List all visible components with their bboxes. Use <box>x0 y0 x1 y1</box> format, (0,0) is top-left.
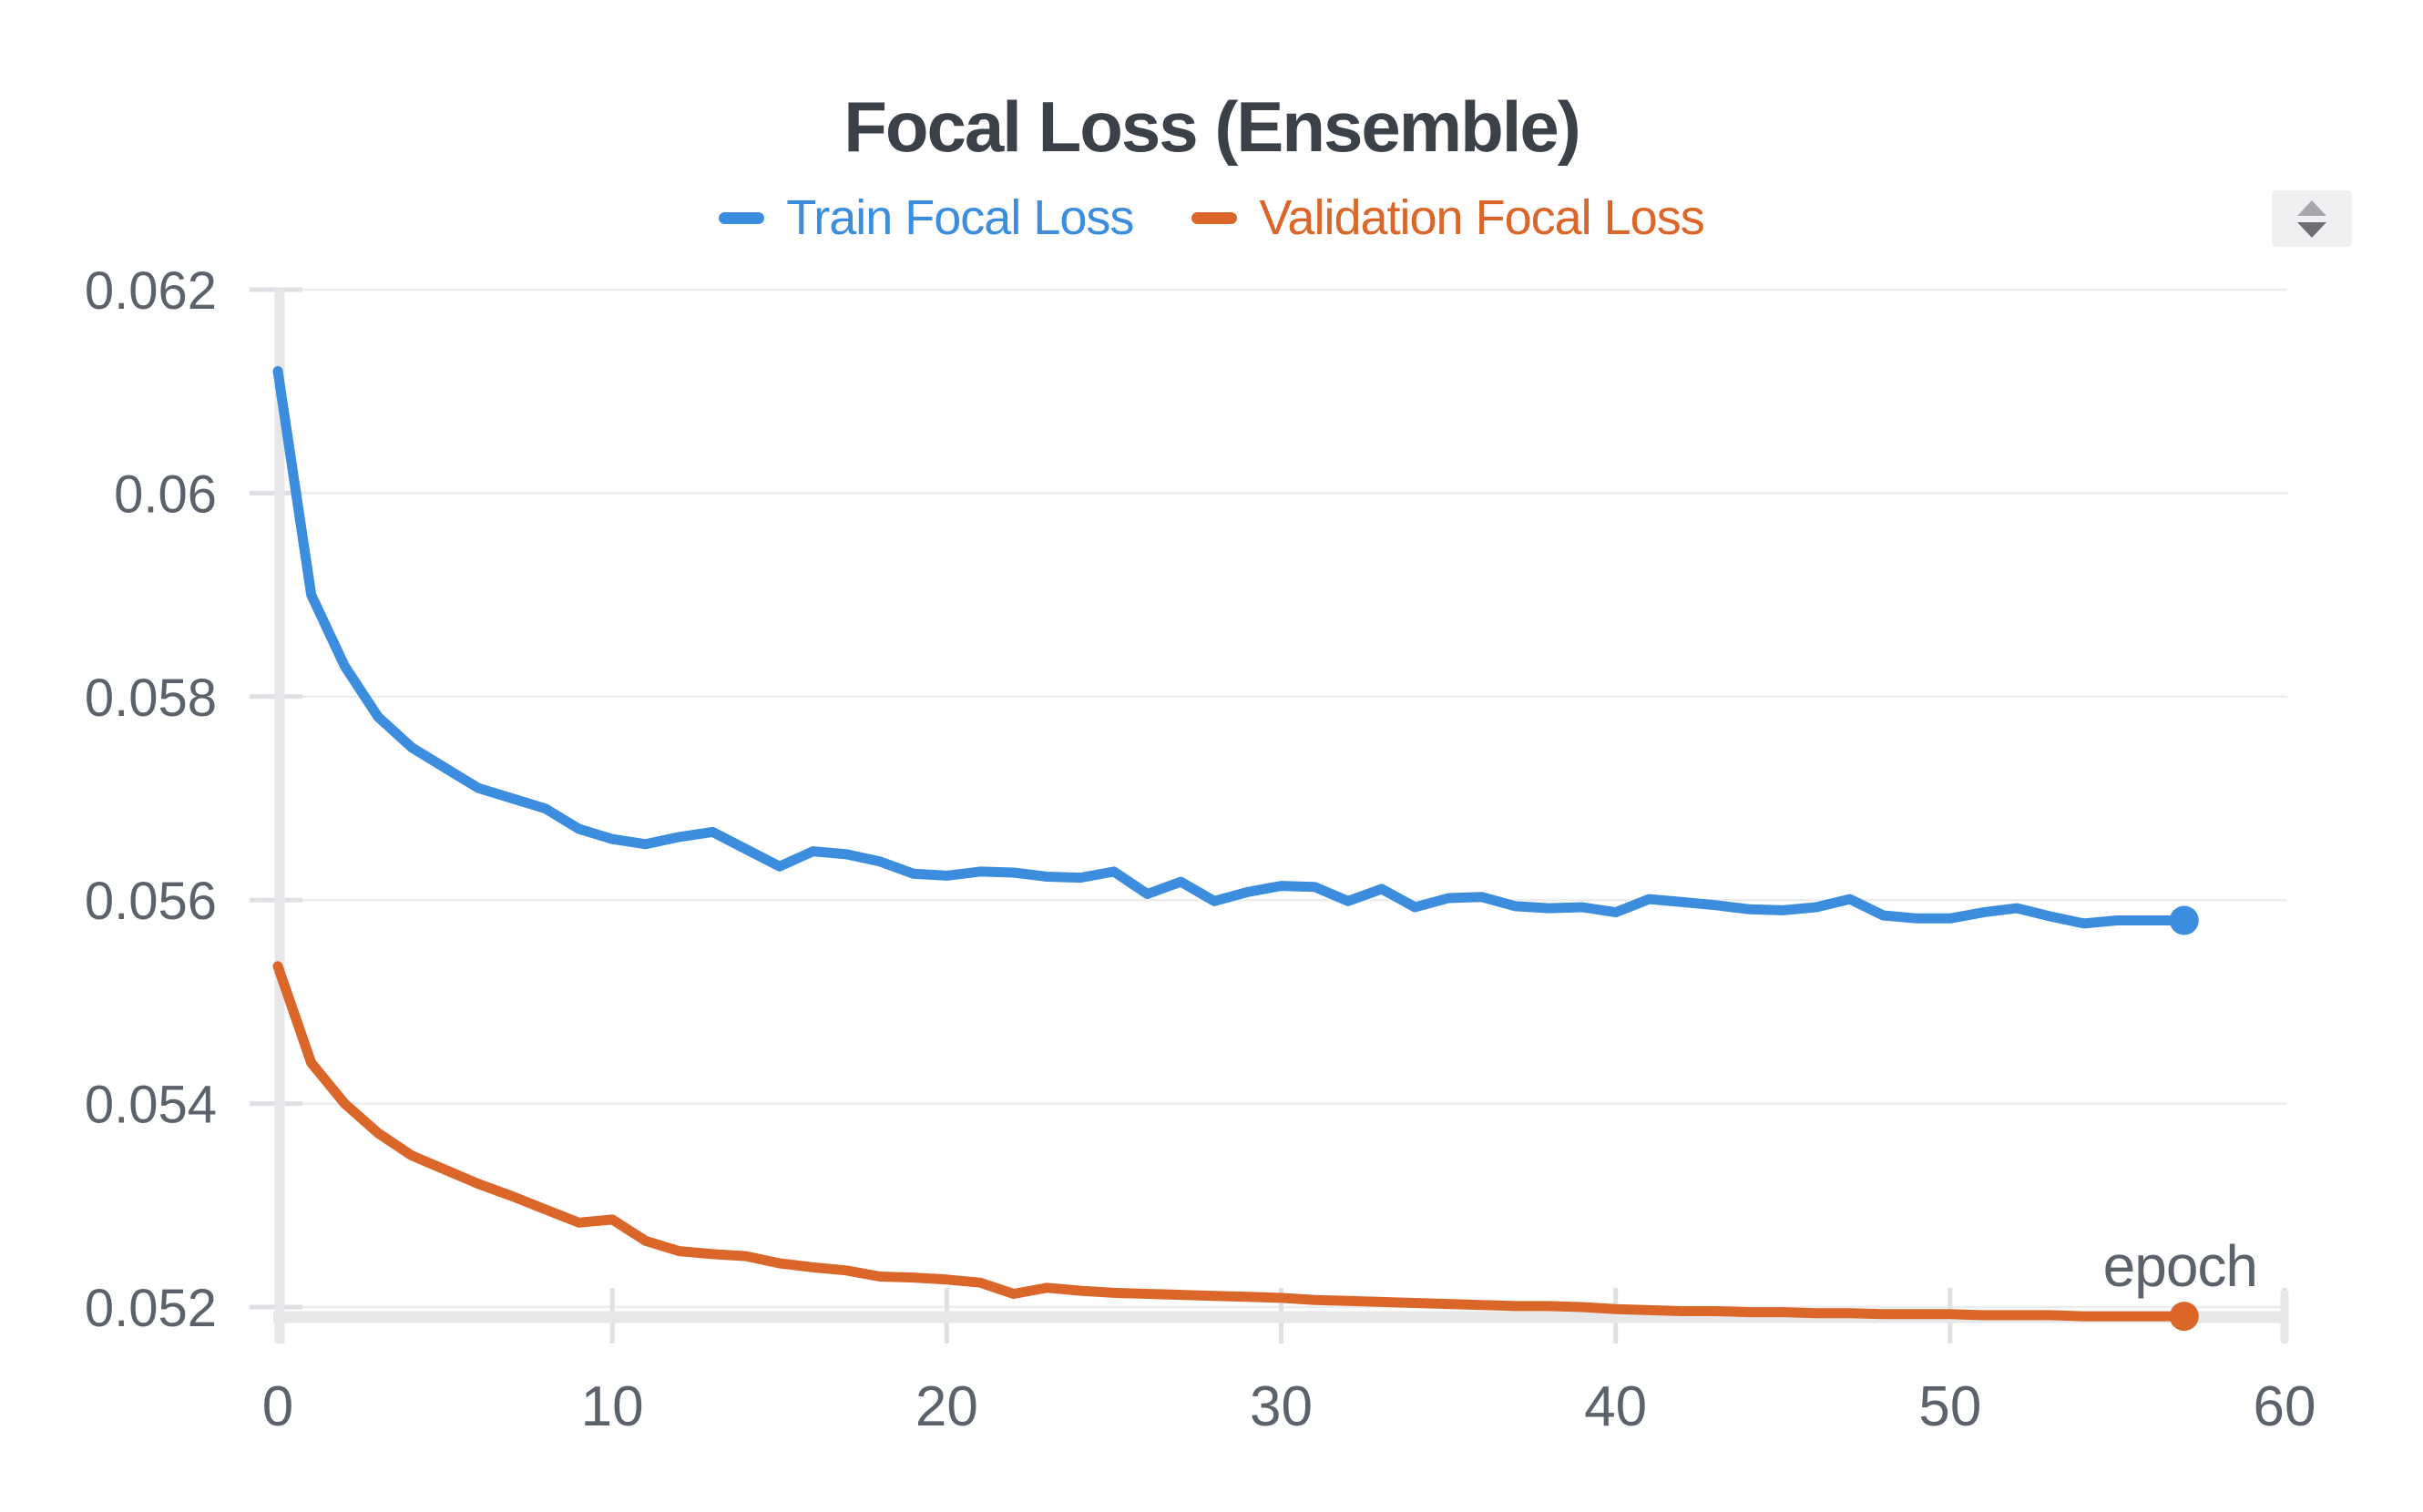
legend-item-train[interactable]: Train Focal Loss <box>719 190 1134 245</box>
x-tick-label: 60 <box>2254 1375 2316 1438</box>
x-tick-label: 0 <box>262 1375 293 1438</box>
x-tick-label: 20 <box>915 1375 978 1438</box>
legend: Train Focal Loss Validation Focal Loss <box>0 193 2423 242</box>
sort-toggle-button[interactable] <box>2272 190 2352 247</box>
sort-up-icon <box>2297 199 2326 216</box>
x-tick-label: 10 <box>581 1375 644 1438</box>
sort-down-icon <box>2297 221 2326 238</box>
train-legend-swatch-icon <box>719 211 765 224</box>
chart-title: Focal Loss (Ensemble) <box>843 87 1581 167</box>
legend-label-train: Train Focal Loss <box>786 190 1134 245</box>
legend-label-validation: Validation Focal Loss <box>1259 190 1704 245</box>
x-axis-title: epoch <box>2103 1233 2257 1299</box>
y-tick-label: 0.062 <box>85 261 217 321</box>
validation-loss-line <box>272 961 2190 1322</box>
train-loss-endpoint <box>2169 905 2199 935</box>
x-tick-label: 30 <box>1250 1375 1313 1438</box>
y-tick-label: 0.058 <box>85 669 217 728</box>
validation-loss-endpoint <box>2169 1302 2199 1332</box>
validation-legend-swatch-icon <box>1191 211 1238 224</box>
y-tick-label: 0.052 <box>85 1279 217 1338</box>
x-tick-label: 40 <box>1584 1375 1647 1438</box>
y-tick-label: 0.06 <box>114 465 217 524</box>
y-tick-label: 0.056 <box>85 872 217 931</box>
y-tick-label: 0.054 <box>85 1076 217 1135</box>
train-loss-line <box>272 365 2190 929</box>
x-tick-label: 50 <box>1918 1375 1981 1438</box>
legend-item-validation[interactable]: Validation Focal Loss <box>1191 190 1705 245</box>
